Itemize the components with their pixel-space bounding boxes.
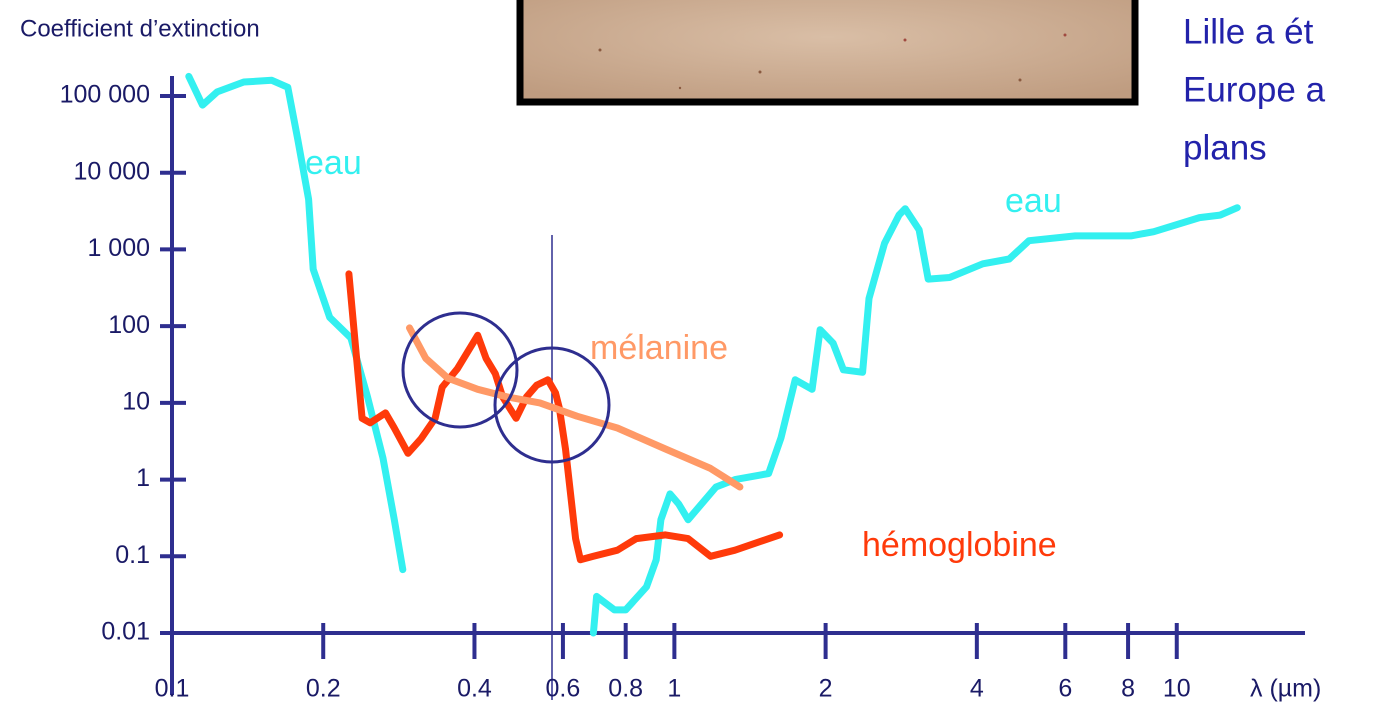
x-axis-label: λ (µm): [1250, 675, 1321, 703]
y-tick-label: 100 000: [60, 81, 150, 109]
x-tick-label: 6: [1058, 675, 1072, 703]
x-tick-label: 0.8: [608, 675, 643, 703]
y-tick-label: 10: [122, 387, 150, 415]
side-text: Europe a: [1183, 70, 1326, 109]
photo: [516, 0, 1139, 106]
x-tick-label: 0.4: [457, 675, 492, 703]
series-annotation: eau: [305, 144, 362, 182]
x-tick-label: 2: [819, 675, 833, 703]
series-annotation: eau: [1005, 182, 1062, 220]
x-tick-label: 0.6: [546, 675, 581, 703]
y-tick-label: 100: [108, 311, 150, 339]
y-axis-label: Coefficient d’extinction: [20, 15, 260, 42]
series-line: [406, 324, 744, 491]
y-tick-label: 0.1: [115, 541, 150, 569]
x-tick-label: 10: [1163, 675, 1191, 703]
x-tick-label: 8: [1121, 675, 1135, 703]
highlight-circle: [493, 346, 611, 464]
x-tick-label: 1: [667, 675, 681, 703]
highlight-circle: [401, 311, 519, 429]
side-text: Lille a ét: [1183, 12, 1314, 51]
series-annotation: hémoglobine: [862, 526, 1057, 564]
y-tick-label: 10 000: [74, 157, 150, 185]
side-text: plans: [1183, 128, 1267, 167]
y-tick-label: 0.01: [101, 618, 150, 646]
series-annotation: mélanine: [590, 329, 728, 367]
y-tick-label: 1: [136, 464, 150, 492]
series-line: [345, 270, 784, 564]
series-line: [185, 72, 1241, 637]
x-tick-label: 0.2: [306, 675, 341, 703]
x-tick-label: 4: [970, 675, 984, 703]
plot-area: 0.01 0.1 1 10 100 1 000 10 000 100 000 0.1 0.2 0.4…: [60, 72, 1305, 703]
y-tick-label: 1 000: [87, 234, 150, 262]
x-tick-label: 0.1: [155, 675, 190, 703]
